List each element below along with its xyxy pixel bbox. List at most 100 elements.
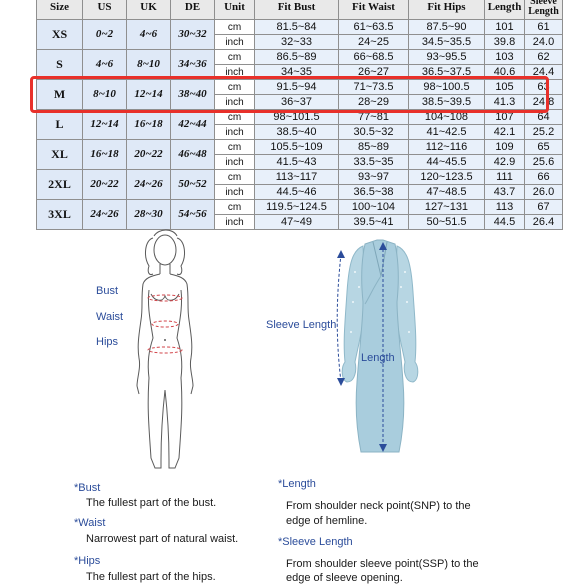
hips-value-cell: 127~131 [408,199,485,215]
length-value-cell: 103 [484,49,525,65]
bust-value-cell: 38.5~40 [254,124,339,140]
bust-def-title: *Bust [74,482,101,494]
table-row: inch 47~49 39.5~41 50~51.5 44.5 26.4 [37,214,563,230]
hips-value-cell: 112~116 [408,139,485,155]
unit-cell: inch [214,34,255,50]
header-row: Size US UK DE Unit Fit Bust Fit Waist Fit Hips L… [36,0,563,20]
unit-cell: cm [214,199,255,215]
length-value-cell: 44.5 [484,214,525,230]
header-sleeve-length: Sleeve Length [524,0,563,20]
bust-value-cell: 36~37 [254,94,339,110]
waist-label: Waist [96,311,124,323]
hips-def-text: The fullest part of the hips. [86,571,216,583]
length-value-cell: 101 [484,19,525,35]
table-row: 3XL 24~26 28~30 54~56 cm 119.5~124.5 100~104 12… [36,199,563,230]
waist-value-cell: 66~68.5 [338,49,409,65]
selected-size-highlight [30,76,549,113]
length-value-cell: 43.7 [484,184,525,200]
table-row: inch 44.5~46 36.5~38 47~48.5 43.7 26.0 [37,184,563,200]
uk-size-cell: 4~6 [126,19,171,50]
sleeve-value-cell: 26.0 [524,184,563,200]
length-def-text-2: edge of hemline. [286,515,368,527]
dress-icon [336,239,419,453]
waist-value-cell: 85~89 [338,139,409,155]
waist-value-cell: 100~104 [338,199,409,215]
bust-value-cell: 119.5~124.5 [254,199,339,215]
uk-size-cell: 20~22 [126,139,171,170]
sleeve-value-cell: 65 [524,139,563,155]
us-size-cell: 4~6 [82,49,127,80]
sleeve-value-cell: 62 [524,49,563,65]
header-fit-bust: Fit Bust [254,0,339,20]
waist-value-cell: 30.5~32 [338,124,409,140]
unit-cell: inch [214,154,255,170]
bust-value-cell: 47~49 [254,214,339,230]
de-size-cell: 34~36 [170,49,215,80]
header-fit-hips: Fit Hips [408,0,485,20]
sleeve-length-label: Sleeve Length [266,319,337,331]
size-cell: 2XL [36,169,83,200]
table-row: inch 36~37 28~29 38.5~39.5 41.3 24.8 [37,94,563,110]
uk-size-cell: 28~30 [126,199,171,230]
sleeve-value-cell: 66 [524,169,563,185]
header-size: Size [36,0,83,20]
hips-value-cell: 47~48.5 [408,184,485,200]
hips-value-cell: 93~95.5 [408,49,485,65]
size-cell: 3XL [36,199,83,230]
length-value-cell: 109 [484,139,525,155]
table-row: inch 32~33 24~25 34.5~35.5 39.8 24.0 [37,34,563,50]
us-size-cell: 12~14 [82,109,127,140]
size-cell: XS [36,19,83,50]
waist-value-cell: 93~97 [338,169,409,185]
unit-cell: cm [214,19,255,35]
waist-def-title: *Waist [74,517,106,529]
bust-value-cell: 41.5~43 [254,154,339,170]
us-size-cell: 8~10 [82,79,127,110]
table-row: inch 38.5~40 30.5~32 41~42.5 42.1 25.2 [37,124,563,140]
sleeve-def-text-2: edge of sleeve opening. [286,572,403,584]
waist-value-cell: 24~25 [338,34,409,50]
de-size-cell: 30~32 [170,19,215,50]
us-size-cell: 0~2 [82,19,127,50]
hips-label: Hips [96,336,119,348]
uk-size-cell: 8~10 [126,49,171,80]
table-row: 2XL 20~22 24~26 50~52 cm 113~117 93~97 120~123.… [36,169,563,200]
header-uk: UK [126,0,171,20]
de-size-cell: 42~44 [170,109,215,140]
de-size-cell: 50~52 [170,169,215,200]
bust-label: Bust [96,285,119,297]
sleeve-value-cell: 25.6 [524,154,563,170]
de-size-cell: 54~56 [170,199,215,230]
hips-value-cell: 34.5~35.5 [408,34,485,50]
sleeve-value-cell: 67 [524,199,563,215]
bust-value-cell: 86.5~89 [254,49,339,65]
hips-value-cell: 44~45.5 [408,154,485,170]
bust-value-cell: 81.5~84 [254,19,339,35]
size-table-body: XS 0~2 4~6 30~32 cm 81.5~84 61~63.5 87.5~90 101 6… [36,19,563,230]
length-value-cell: 113 [484,199,525,215]
length-label: Length [361,352,395,364]
bust-value-cell: 105.5~109 [254,139,339,155]
bust-value-cell: 32~33 [254,34,339,50]
bust-value-cell: 113~117 [254,169,339,185]
sleeve-value-cell: 25.2 [524,124,563,140]
size-cell: XL [36,139,83,170]
us-size-cell: 16~18 [82,139,127,170]
length-def-title: *Length [278,478,316,490]
hips-def-title: *Hips [74,555,101,567]
sleeve-def-text-1: From shoulder sleeve point(SSP) to the [286,558,479,570]
size-cell: L [36,109,83,140]
us-size-cell: 24~26 [82,199,127,230]
unit-cell: cm [214,139,255,155]
unit-cell: cm [214,169,255,185]
waist-value-cell: 28~29 [338,94,409,110]
size-cell: M [36,79,83,110]
waist-value-cell: 39.5~41 [338,214,409,230]
size-chart-table: Size US UK DE Unit Fit Bust Fit Waist Fit Hips L… [36,0,563,230]
waist-def-text: Narrowest part of natural waist. [86,533,239,545]
uk-size-cell: 16~18 [126,109,171,140]
waist-value-cell: 71~73.5 [338,79,409,95]
table-row: XL 16~18 20~22 46~48 cm 105.5~109 85~89 112~116… [36,139,563,170]
unit-cell: inch [214,124,255,140]
length-def-text-1: From shoulder neck point(SNP) to the [286,500,471,512]
